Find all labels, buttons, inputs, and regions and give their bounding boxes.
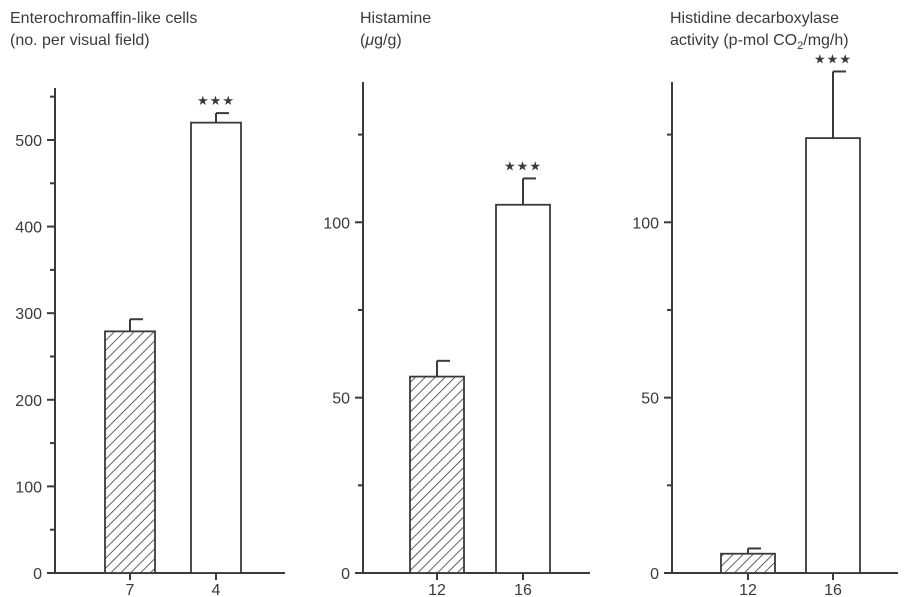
panel2-ytick-label: 50 <box>332 391 350 408</box>
panel3-title-tail: /mg/h) <box>803 32 849 49</box>
panel3-title-sub: 2 <box>797 40 804 53</box>
panel1-xtick-label-1: 7 <box>126 582 135 597</box>
panel1-ytick-label: 0 <box>33 566 42 583</box>
panel3-ytick-label: 50 <box>641 391 659 408</box>
panel3-bar-1 <box>720 552 776 574</box>
panel1-ytick-label: 200 <box>15 393 42 410</box>
panel1-ytick-label: 100 <box>15 479 42 496</box>
panel1-significance-2: ★★★ <box>197 93 235 108</box>
panel2-title-mu: μ <box>365 32 375 49</box>
panel1-ytick-label: 300 <box>15 306 42 323</box>
panel2-ytick-label: 100 <box>323 215 350 232</box>
panel3-title-line1: Histidine decarboxylase <box>670 10 839 27</box>
panel2-significance-2: ★★★ <box>504 158 542 173</box>
panel1-bar-1 <box>104 330 156 574</box>
panel3-title: Histidine decarboxylase activity (p-mol … <box>670 8 849 57</box>
panel2-title-unit: g/g) <box>374 32 402 49</box>
panel1-title: Enterochromaffin-like cells (no. per vis… <box>10 8 197 52</box>
panel3-significance-2: ★★★ <box>814 51 852 66</box>
panel3-bar-2 <box>805 137 861 574</box>
panel1-ytick-label: 500 <box>15 133 42 150</box>
panel3-xtick-label-1: 12 <box>739 582 757 597</box>
panel3-ytick-label: 100 <box>632 215 659 232</box>
panel2-bar-1 <box>409 375 465 574</box>
panel1-title-line2: (no. per visual field) <box>10 32 150 49</box>
panel2-bar-2 <box>495 203 551 574</box>
panel1-xtick-label-2: 4 <box>212 582 221 597</box>
panel2-title-open: ( <box>360 32 366 49</box>
panel3-ytick-label: 0 <box>650 566 659 583</box>
panel3-title-main: activity (p-mol CO <box>670 32 798 49</box>
panel2-ytick-label: 0 <box>341 566 350 583</box>
panel3-title-line2: activity (p-mol CO2/mg/h) <box>670 30 849 57</box>
panel3-xtick-label-2: 16 <box>824 582 842 597</box>
panel1-ytick-label: 400 <box>15 220 42 237</box>
panel1-bar-2 <box>190 121 242 574</box>
panel2-xtick-label-1: 12 <box>428 582 446 597</box>
panel1-title-line1: Enterochromaffin-like cells <box>10 10 198 27</box>
panel2-title-line1: Histamine <box>360 10 432 27</box>
panel2-title: Histamine (μg/g) <box>360 8 431 52</box>
panel2-xtick-label-2: 16 <box>514 582 532 597</box>
panel2-title-line2: (μg/g) <box>360 30 431 52</box>
